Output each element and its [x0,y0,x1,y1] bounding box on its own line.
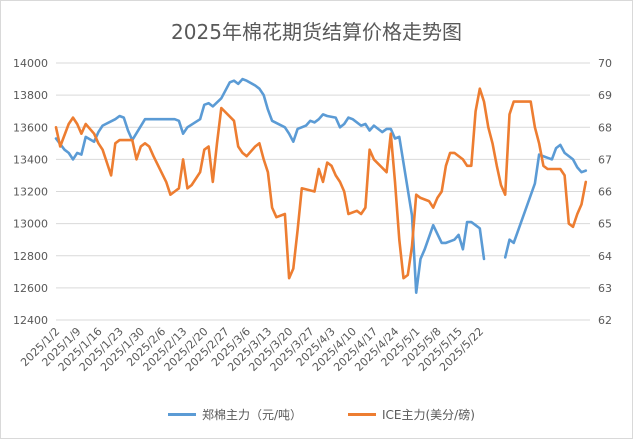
y-right-tick-label: 68 [598,121,612,134]
y-right-tick-label: 62 [598,314,612,327]
legend-item-zhengmian: 郑棉主力（元/吨） [168,404,302,424]
y-left-tick-label: 12800 [13,250,48,263]
series-line-zhengmian [54,77,588,294]
y-left-tick-label: 13400 [13,153,48,166]
y-right-tick-label: 63 [598,282,612,295]
x-axis: 2025/1/22025/1/92025/1/162025/1/232025/1… [18,325,486,374]
y-right-tick-label: 64 [598,250,612,263]
gridlines [56,62,590,321]
y-left-tick-label: 14000 [13,57,48,70]
series-lines [54,77,588,294]
y-right-tick-label: 67 [598,153,612,166]
y-left-tick-label: 13000 [13,218,48,231]
legend-swatch-zhengmian [168,412,196,416]
y-right-tick-label: 69 [598,89,612,102]
y-left-tick-label: 12400 [13,314,48,327]
chart-title: 2025年棉花期货结算价格走势图 [171,20,462,44]
y-right-tick-label: 66 [598,186,612,199]
y-right-tick-label: 65 [598,218,612,231]
legend-item-ice: ICE主力(美分/磅) [348,404,475,424]
series-line-ice [54,87,588,280]
legend-label-zhengmian: 郑棉主力（元/吨） [202,407,303,422]
y-left-tick-label: 12600 [13,282,48,295]
legend-label-ice: ICE主力(美分/磅) [382,407,475,422]
y-left-tick-label: 13200 [13,186,48,199]
y-right-tick-label: 70 [598,57,612,70]
y-axis-right: 62 63 64 65 66 67 68 69 70 [598,57,612,327]
y-axis-left: 12400 12600 12800 13000 13200 13400 13600 13800… [13,57,48,327]
legend-swatch-ice [348,412,376,416]
chart-legend: 郑棉主力（元/吨） ICE主力(美分/磅) [0,404,633,424]
y-left-tick-label: 13800 [13,89,48,102]
y-left-tick-label: 13600 [13,121,48,134]
